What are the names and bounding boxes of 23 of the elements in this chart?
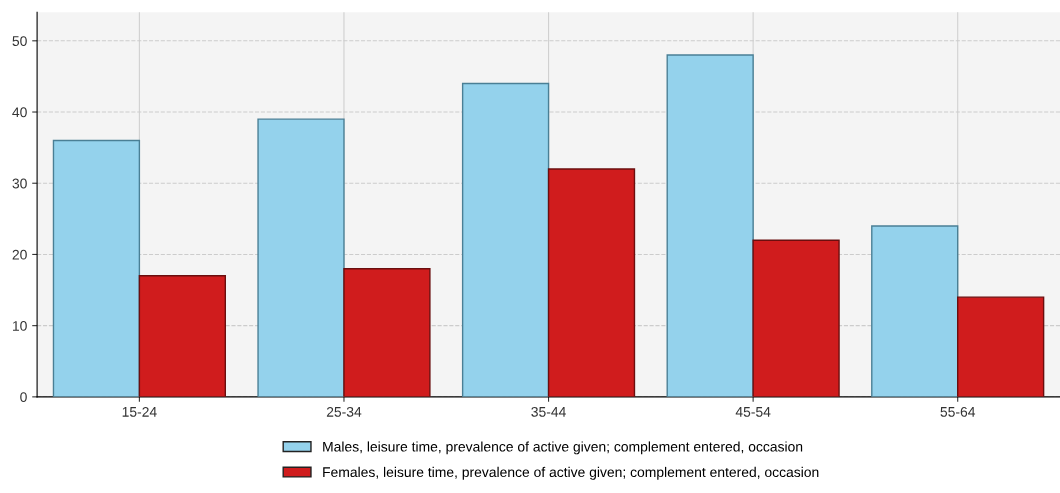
x-tick-label: 35-44: [531, 406, 566, 417]
x-tick-label: 55-64: [940, 406, 976, 417]
bar: [957, 296, 1045, 397]
y-tick-label: 20: [12, 249, 27, 260]
y-tick-label: 10: [12, 320, 27, 331]
bar: [666, 54, 754, 397]
legend-label: Males, leisure time, prevalence of active given; complement entered, occasion: [323, 441, 803, 455]
bar: [461, 82, 550, 397]
x-tick-label: 25-34: [326, 406, 362, 417]
bar: [343, 267, 431, 397]
bar: [52, 139, 141, 397]
y-tick-label: 30: [12, 178, 27, 189]
legend-label: Females, leisure time, prevalence of active given; complement entered, occasion: [323, 466, 819, 480]
bar: [257, 118, 345, 397]
y-tick-label: 0: [20, 392, 27, 403]
bar: [752, 239, 840, 397]
bar: [547, 168, 636, 397]
bar: [871, 225, 959, 397]
bar: [138, 275, 227, 397]
y-tick-label: 50: [12, 36, 27, 46]
y-tick-label: 40: [12, 107, 27, 118]
x-tick-label: 15-24: [122, 406, 157, 417]
x-tick-label: 45-54: [735, 407, 771, 417]
